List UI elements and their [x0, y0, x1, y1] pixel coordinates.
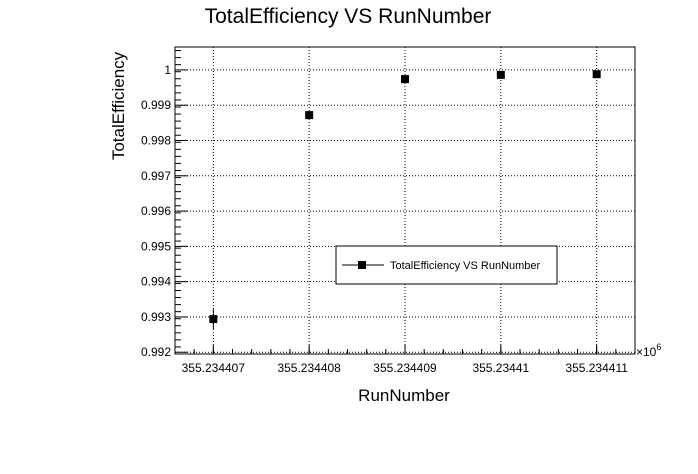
legend: TotalEfficiency VS RunNumber	[335, 245, 558, 285]
x-tick-label: 355.234407	[182, 361, 246, 375]
data-point	[209, 315, 218, 324]
grid-lines	[175, 47, 635, 354]
y-tick-label: 1	[164, 63, 171, 77]
data-point	[401, 75, 409, 84]
data-marks	[209, 70, 601, 329]
y-tick-label: 0.994	[141, 275, 171, 289]
y-tick-label: 0.998	[141, 134, 171, 148]
data-point	[496, 70, 505, 79]
y-tick-label: 0.995	[141, 239, 171, 253]
legend-marker	[358, 261, 366, 269]
legend-label: TotalEfficiency VS RunNumber	[390, 260, 541, 272]
x-tick-label: 355.234409	[373, 361, 437, 375]
data-point	[592, 70, 601, 79]
data-point	[305, 111, 314, 120]
x-tick-label: 355.23441	[472, 361, 529, 375]
x-exponent-base: ×10	[636, 345, 657, 359]
x-exponent-label: ×106	[636, 342, 661, 359]
axes: 355.234407 355.234408 355.234409 355.23441 3…	[141, 50, 636, 375]
y-tick-label: 0.997	[141, 169, 171, 183]
y-tick-label: 0.999	[141, 98, 171, 112]
x-axis-label: RunNumber	[358, 386, 450, 405]
y-tick-label: 0.993	[141, 310, 171, 324]
y-tick-label: 0.996	[141, 204, 171, 218]
y-axis-label: TotalEfficiency	[109, 51, 128, 160]
y-tick-label: 0.992	[141, 345, 171, 359]
x-tick-label: 355.234411	[565, 361, 628, 375]
chart-title: TotalEfficiency VS RunNumber	[205, 5, 492, 28]
x-exponent-power: 6	[656, 342, 661, 352]
x-tick-label: 355.234408	[277, 361, 341, 375]
